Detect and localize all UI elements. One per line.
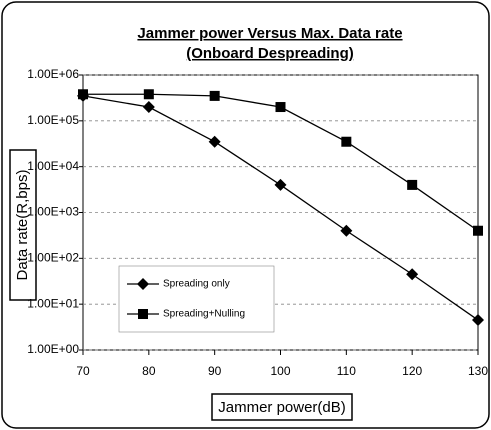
- marker: [472, 314, 484, 327]
- y-tick-label: 1.00E+01: [27, 296, 79, 310]
- chart-title: Jammer power Versus Max. Data rate: [137, 25, 402, 42]
- marker: [275, 102, 286, 113]
- x-label-box: [211, 393, 353, 421]
- y-tick-label: 1.00E+04: [27, 159, 79, 173]
- marker: [208, 135, 221, 148]
- legend-box: [118, 265, 275, 333]
- legend-label: Spreading only: [163, 279, 230, 290]
- marker: [143, 89, 154, 100]
- x-tick-label: 80: [142, 364, 156, 378]
- marker: [340, 224, 353, 237]
- x-axis-label: Jammer power(dB): [218, 399, 346, 416]
- marker: [142, 101, 155, 114]
- x-tick-label: 130: [468, 364, 488, 378]
- marker: [137, 278, 149, 290]
- legend-label: Spreading+Nulling: [163, 309, 245, 320]
- x-tick-label: 100: [270, 364, 290, 378]
- marker: [473, 225, 483, 236]
- y-tick-label: 1.00E+06: [27, 67, 79, 81]
- y-tick-label: 1.00E+05: [27, 113, 79, 127]
- x-tick-label: 90: [208, 364, 222, 378]
- marker: [407, 179, 418, 190]
- x-tick-label: 70: [76, 364, 90, 378]
- chart-subtitle: (Onboard Despreading): [186, 45, 354, 62]
- y-tick-label: 1.00E+02: [27, 251, 79, 265]
- x-tick-label: 120: [402, 364, 422, 378]
- y-tick-label: 1.00E+03: [27, 205, 79, 219]
- x-tick-label: 110: [337, 364, 356, 378]
- marker: [274, 178, 287, 191]
- marker: [78, 89, 88, 100]
- y-label-box: [9, 149, 37, 301]
- marker: [209, 90, 220, 101]
- marker: [341, 136, 352, 147]
- y-tick-label: 1.00E+00: [27, 342, 79, 356]
- marker: [138, 309, 148, 319]
- y-axis-label: Data rate(R,bps): [14, 170, 31, 281]
- marker: [406, 268, 419, 281]
